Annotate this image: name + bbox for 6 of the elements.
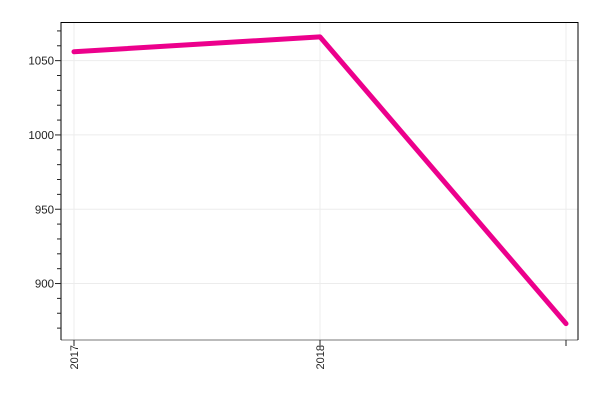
x-tick-label: 2017 xyxy=(68,345,81,370)
y-tick-label: 1050 xyxy=(28,56,54,68)
y-tick-label: 900 xyxy=(34,278,54,291)
y-tick-label: 950 xyxy=(34,204,54,216)
y-tick-label: 1000 xyxy=(28,130,54,142)
x-tick-label: 2018 xyxy=(314,345,327,370)
